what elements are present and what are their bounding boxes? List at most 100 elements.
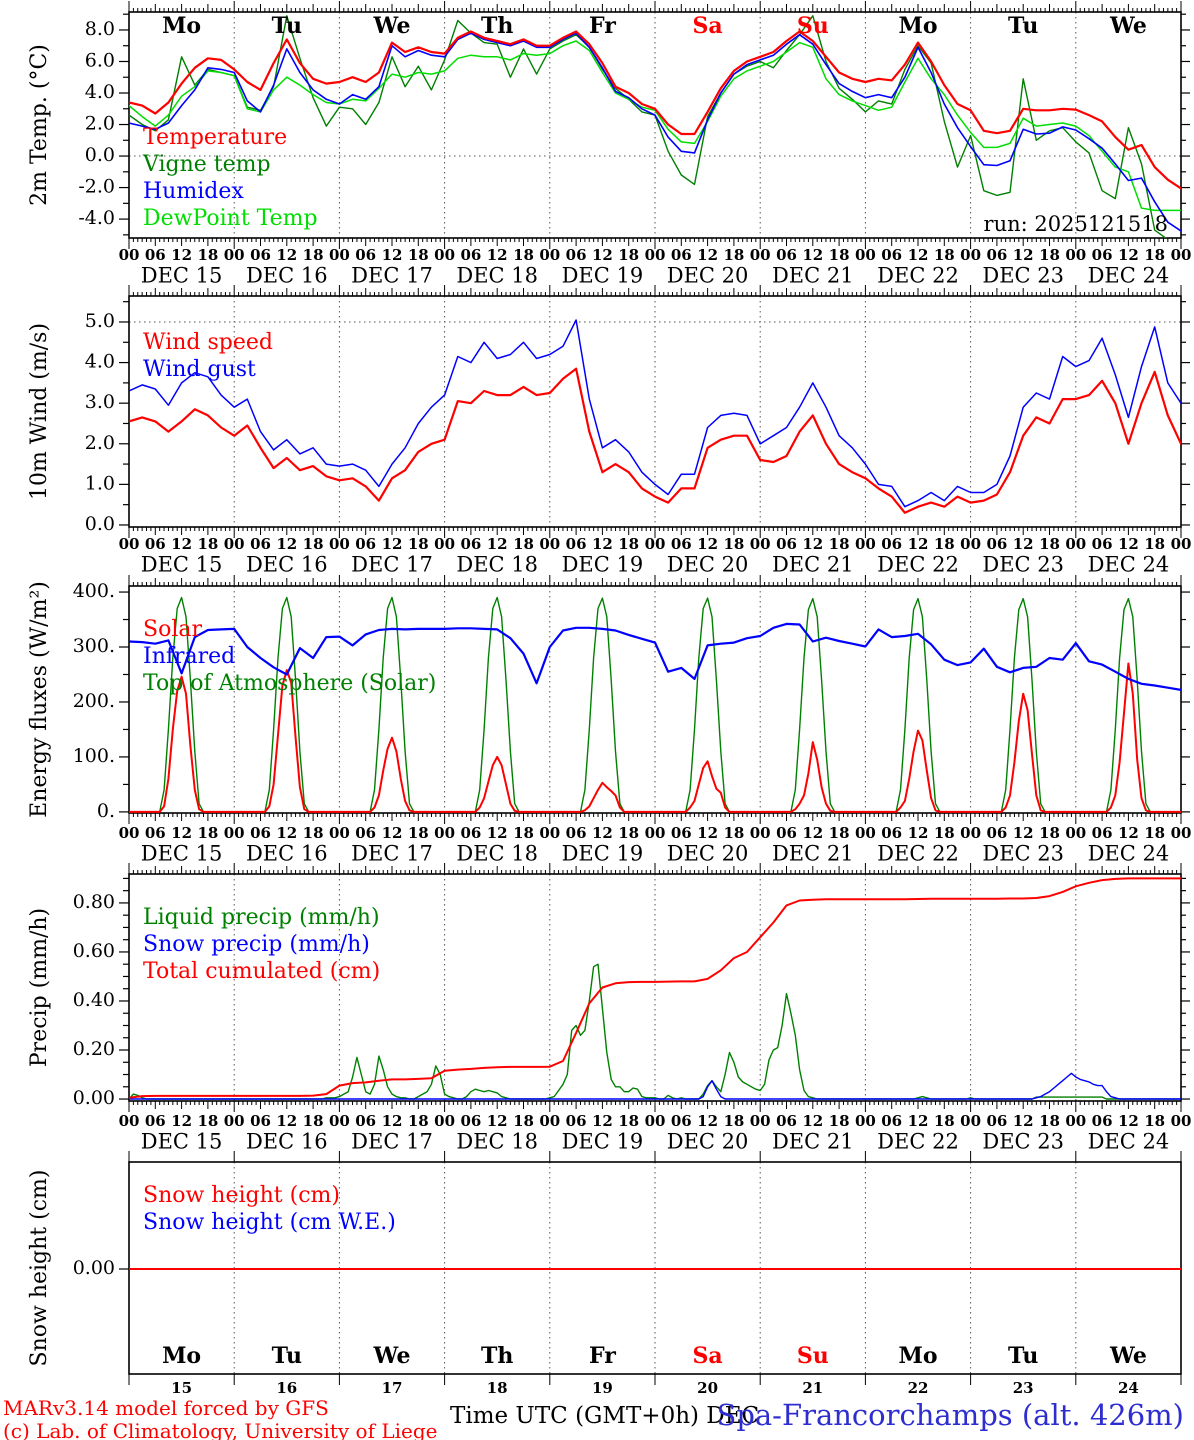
- x-hour-label: 18: [197, 824, 218, 842]
- x-hour-label: 18: [303, 246, 324, 264]
- x-hour-label: 00: [329, 1112, 350, 1130]
- x-hour-label: 00: [434, 824, 455, 842]
- y-tick-label: 300.: [73, 635, 115, 657]
- x-hour-label: 12: [487, 824, 508, 842]
- legend-precip-2: Total cumulated (cm): [143, 959, 380, 984]
- day-name-label: We: [1109, 1343, 1147, 1369]
- series-humidex-line: [129, 32, 1181, 232]
- day-name-label: Tu: [272, 1343, 302, 1369]
- x-hour-label: 18: [618, 535, 639, 553]
- x-hour-label: 06: [986, 824, 1007, 842]
- x-hour-label: 06: [145, 246, 166, 264]
- y-tick-label: 0.80: [73, 891, 115, 913]
- x-hour-label: 00: [434, 246, 455, 264]
- x-hour-label: 12: [908, 1112, 929, 1130]
- x-hour-label: 06: [1092, 1112, 1113, 1130]
- x-hour-label: 12: [1118, 1112, 1139, 1130]
- y-tick-label: 0.00: [73, 1087, 115, 1109]
- x-hour-label: 12: [171, 535, 192, 553]
- y-axis-title: 2m Temp. (°C): [27, 44, 52, 206]
- x-hour-label: 18: [723, 246, 744, 264]
- x-hour-label: 06: [145, 535, 166, 553]
- x-hour-label: 06: [986, 1112, 1007, 1130]
- x-hour-label: 00: [1171, 1112, 1192, 1130]
- x-hour-label: 18: [408, 246, 429, 264]
- x-hour-label: 06: [355, 824, 376, 842]
- x-hour-label: 18: [934, 824, 955, 842]
- x-hour-label: 18: [408, 824, 429, 842]
- x-hour-label: 06: [1092, 246, 1113, 264]
- x-hour-label: 00: [539, 824, 560, 842]
- x-hour-label: 00: [960, 535, 981, 553]
- x-hour-label: 12: [697, 535, 718, 553]
- x-date-label: DEC 17: [351, 1130, 433, 1154]
- x-hour-label: 06: [671, 246, 692, 264]
- series-temperature-line: [129, 30, 1181, 190]
- x-hour-label: 00: [224, 1112, 245, 1130]
- x-hour-label: 12: [171, 246, 192, 264]
- x-date-label: DEC 16: [246, 553, 328, 577]
- x-hour-label: 06: [881, 1112, 902, 1130]
- x-hour-label: 12: [1013, 535, 1034, 553]
- x-hour-label: 12: [1118, 824, 1139, 842]
- panel-flux: 400. 300. 200. 100. 0. Energy fluxes (W/m²) So…: [27, 575, 1191, 866]
- x-hour-label: 06: [671, 824, 692, 842]
- x-hour-label: 12: [171, 824, 192, 842]
- x-hour-label: 00: [224, 824, 245, 842]
- x-hour-label: 00: [855, 246, 876, 264]
- legend-flux-1: Infrared: [143, 644, 235, 669]
- x-date-label: DEC 15: [141, 1130, 223, 1154]
- x-hour-label: 06: [250, 824, 271, 842]
- legend-snow-1: Snow height (cm W.E.): [143, 1210, 396, 1235]
- x-hour-label: 06: [460, 824, 481, 842]
- x-hour-label: 06: [671, 535, 692, 553]
- day-number-label: 18: [487, 1379, 508, 1397]
- series-total-cumulated-line: [129, 877, 1181, 1099]
- x-date-label: DEC 21: [772, 842, 854, 866]
- x-hour-label: 12: [382, 246, 403, 264]
- y-axis-title: 10m Wind (m/s): [27, 323, 52, 500]
- x-hour-label: 18: [197, 1112, 218, 1130]
- x-hour-label: 18: [513, 824, 534, 842]
- x-hour-label: 00: [329, 535, 350, 553]
- x-hour-label: 12: [697, 246, 718, 264]
- panel-temp: 8.0 6.0 4.0 2.0 0.0 -2.0 -4.0 2m Temp. (°C) Temp…: [27, 1, 1191, 288]
- y-ticks: [119, 13, 1190, 236]
- y-ticks: [119, 877, 1190, 1100]
- x-hour-label: 06: [566, 535, 587, 553]
- x-hour-label: 18: [197, 535, 218, 553]
- x-hour-label: 00: [119, 535, 140, 553]
- x-hour-label: 00: [645, 246, 666, 264]
- legend: Snow height (cm)Snow height (cm W.E.): [143, 1183, 396, 1235]
- y-tick-label: 100.: [73, 745, 115, 767]
- legend-precip-1: Snow precip (mm/h): [143, 932, 370, 957]
- x-ticks: [128, 575, 1182, 824]
- x-hour-label: 12: [382, 1112, 403, 1130]
- day-name-label: Mo: [898, 13, 937, 39]
- legend-temp-2: Humidex: [143, 179, 244, 204]
- x-hour-label: 12: [592, 824, 613, 842]
- x-hour-label: 06: [355, 246, 376, 264]
- x-hour-label: 06: [355, 1112, 376, 1130]
- x-hour-label: 00: [855, 1112, 876, 1130]
- y-tick-label: 3.0: [85, 391, 115, 413]
- x-hour-label: 00: [750, 824, 771, 842]
- x-ticks: [128, 285, 1182, 538]
- x-hour-label: 18: [1039, 824, 1060, 842]
- day-name-label: Mo: [898, 1343, 937, 1369]
- x-hour-label: 00: [119, 1112, 140, 1130]
- legend-flux-2: Top of Atmosphere (Solar): [143, 671, 436, 696]
- panel-precip: 0.80 0.60 0.40 0.20 0.00 Precip (mm/h) Liquid …: [27, 863, 1191, 1154]
- x-hour-label: 18: [1039, 1112, 1060, 1130]
- x-date-label: DEC 17: [351, 553, 433, 577]
- x-date-label: DEC 16: [246, 842, 328, 866]
- x-axis-title: Time UTC (GMT+0h) DEC: [450, 1403, 760, 1429]
- x-date-label: DEC 24: [1088, 553, 1170, 577]
- x-hour-label: 18: [408, 535, 429, 553]
- x-date-label: DEC 20: [667, 842, 749, 866]
- x-hour-label: 18: [829, 246, 850, 264]
- day-name-label: Mo: [162, 1343, 201, 1369]
